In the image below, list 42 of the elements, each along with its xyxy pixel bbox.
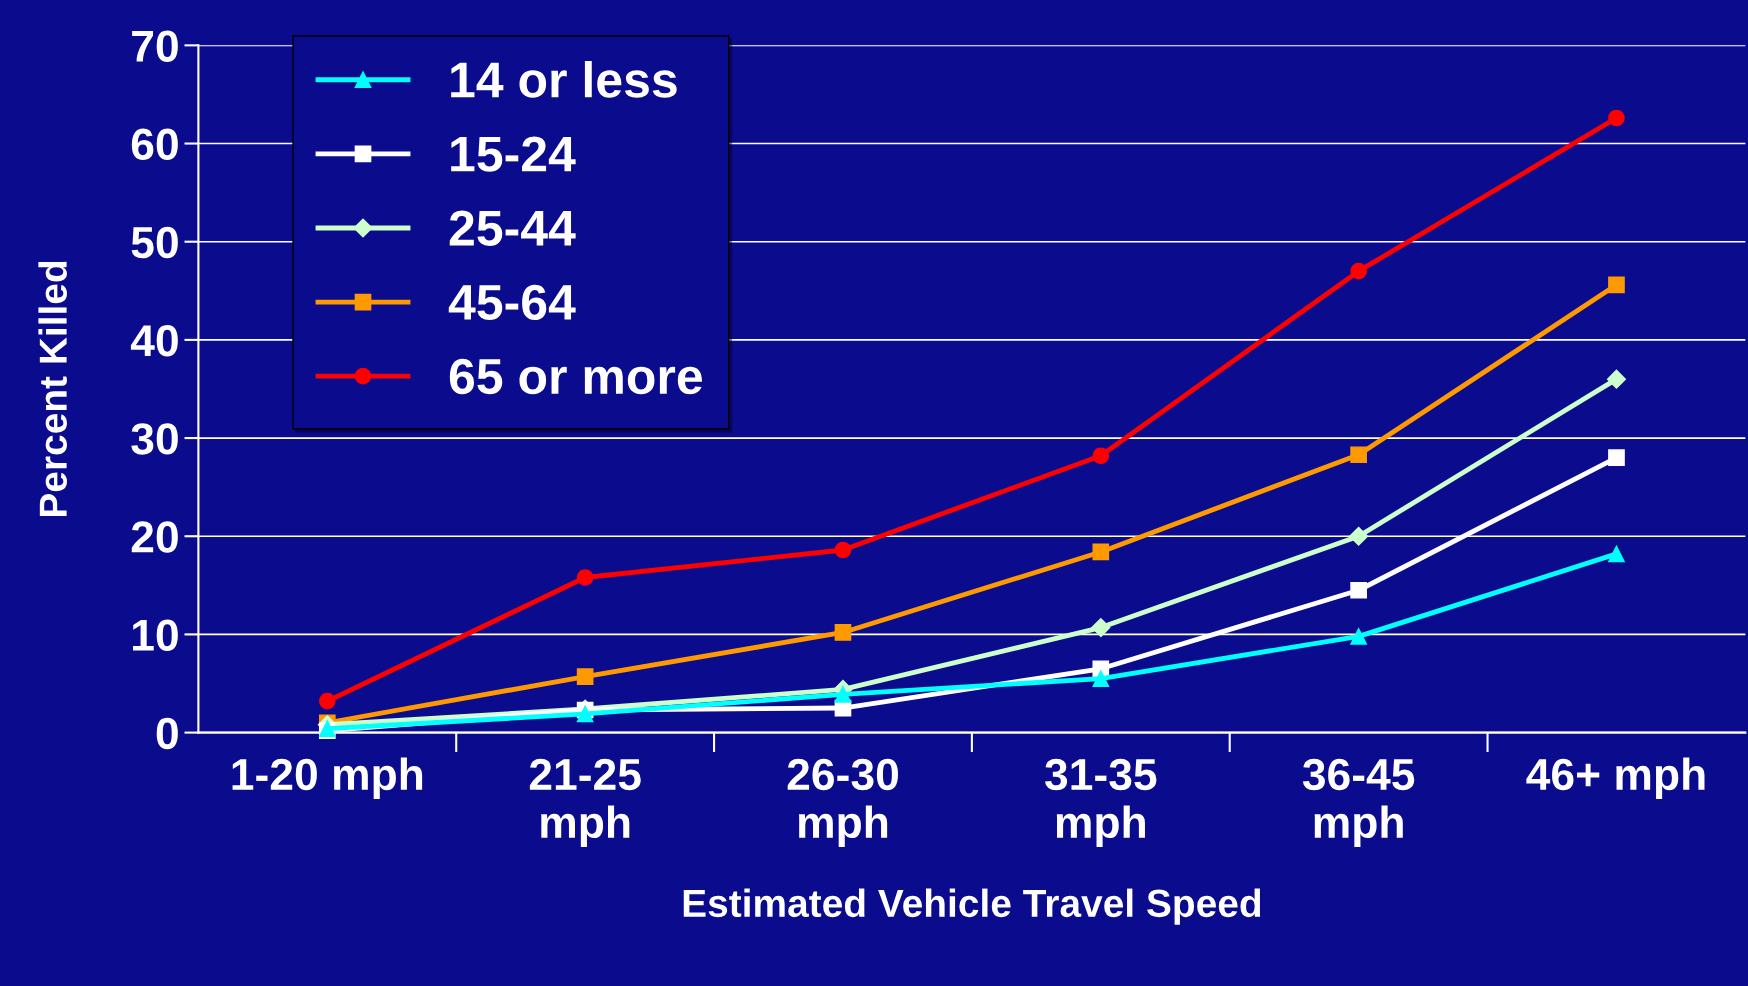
y-tick-label: 70: [132, 30, 178, 62]
x-tick-label: 21-25 mph: [529, 758, 641, 847]
x-tick-label: 26-30 mph: [787, 758, 898, 847]
legend-label: 15-24: [451, 136, 576, 172]
point: [1350, 262, 1367, 280]
x-tick-label: 31-35 mph: [1044, 758, 1157, 847]
y-tick-label: 10: [133, 619, 178, 651]
point: [576, 569, 594, 586]
point: [1091, 618, 1111, 638]
point: [1606, 369, 1626, 389]
point: [1350, 628, 1367, 645]
point: [1608, 449, 1625, 467]
y-tick-label: 20: [131, 521, 178, 553]
y-tick-label: 50: [131, 226, 178, 259]
point: [1350, 581, 1367, 599]
point: [834, 541, 852, 559]
point: [576, 668, 594, 685]
legend-label: 14 or less: [451, 60, 677, 98]
x-tick-label: 1-20 mph: [232, 757, 423, 800]
x-tick-label: 46+ mph: [1526, 757, 1705, 800]
point: [1349, 526, 1369, 546]
x-tick-label: 36-45 mph: [1302, 758, 1415, 847]
y-tick-label: 60: [131, 128, 178, 161]
point: [318, 692, 336, 710]
point: [576, 705, 594, 723]
y-tick-label: 40: [130, 324, 178, 357]
point: [834, 624, 852, 641]
legend-label: 65 or more: [449, 358, 702, 395]
y-axis-title: Percent Killed: [38, 261, 67, 517]
point: [1092, 543, 1110, 561]
point: [1092, 670, 1110, 687]
legend-label: 25-44: [449, 210, 576, 246]
point: [834, 685, 852, 703]
legend-label: 45-64: [448, 284, 576, 321]
point: [1092, 447, 1110, 465]
point: [1350, 446, 1367, 464]
y-tick-label: 30: [131, 423, 178, 455]
point: [1608, 109, 1625, 127]
x-axis-title: Estimated Vehicle Travel Speed: [683, 888, 1261, 925]
point: [1608, 276, 1625, 294]
y-tick-label: 0: [156, 717, 178, 750]
point: [1608, 545, 1625, 563]
